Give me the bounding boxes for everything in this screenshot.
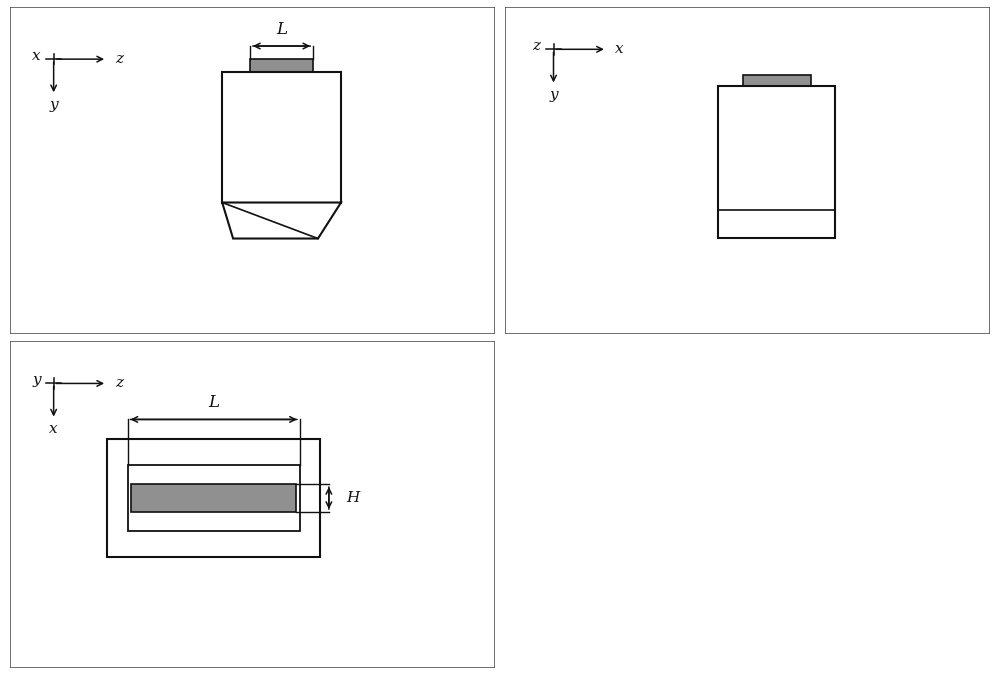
Text: L: L [208,394,219,411]
Bar [222,72,341,202]
Bar [718,86,835,238]
Text: y: y [549,88,558,102]
Text: H: H [346,491,359,505]
Text: x: x [32,49,41,63]
Polygon shape [222,202,341,238]
Bar [131,484,296,512]
Text: z: z [115,52,123,66]
Text: z: z [115,377,123,390]
Text: L: L [276,21,287,38]
Text: y: y [49,98,58,112]
Text: z: z [533,39,541,53]
Text: x: x [49,423,58,436]
Text: x: x [615,43,623,56]
Bar [743,76,811,86]
Bar [250,59,313,72]
Text: y: y [32,373,41,387]
Bar [107,439,320,557]
Bar [128,465,300,531]
